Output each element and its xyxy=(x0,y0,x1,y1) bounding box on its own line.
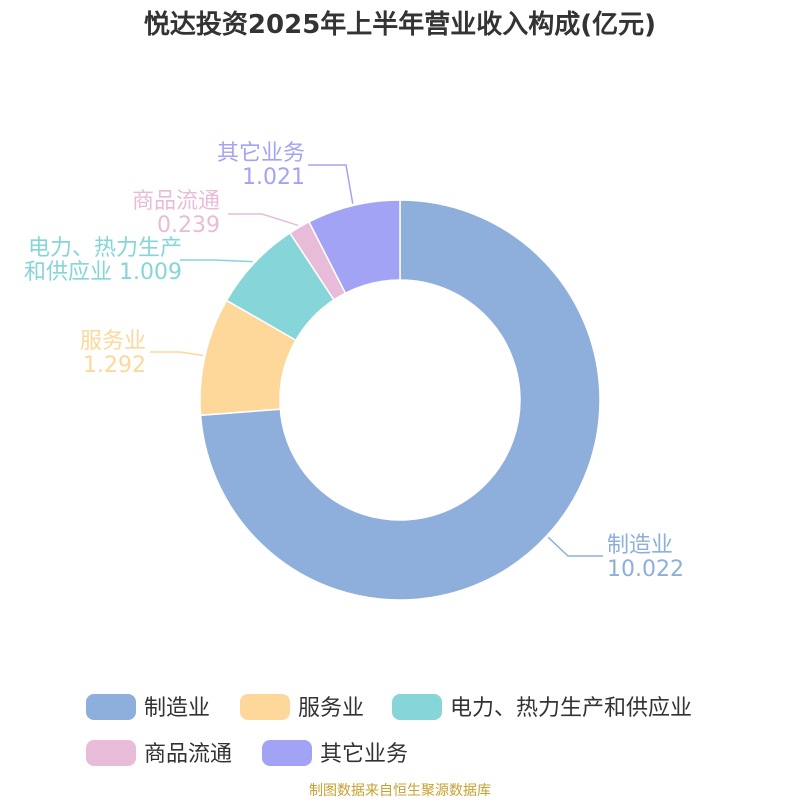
slice-label: 电力、热力生产 xyxy=(28,236,182,261)
legend-label: 其它业务 xyxy=(320,742,408,767)
legend-item[interactable]: 其它业务 xyxy=(262,740,408,767)
legend-label: 电力、热力生产和供应业 xyxy=(450,696,692,721)
leader-line xyxy=(308,164,354,204)
leader-line xyxy=(547,536,603,557)
source-note: 制图数据来自恒生聚源数据库 xyxy=(309,783,491,799)
slice-label: 和供应业 1.009 xyxy=(24,260,182,285)
legend-swatch xyxy=(86,694,136,720)
legend-item[interactable]: 电力、热力生产和供应业 xyxy=(392,694,692,721)
chart-title: 悦达投资2025年上半年营业收入构成(亿元) xyxy=(144,9,656,40)
slice-label: 制造业 xyxy=(607,533,673,558)
legend-item[interactable]: 商品流通 xyxy=(86,740,232,767)
slice-label: 1.021 xyxy=(242,165,305,190)
legend-swatch xyxy=(262,740,312,766)
slice-label: 商品流通 xyxy=(132,189,220,214)
pie-slices xyxy=(199,199,601,601)
slice-label: 1.292 xyxy=(83,353,146,378)
leader-line xyxy=(180,259,253,263)
pie-slice xyxy=(308,199,401,295)
legend-swatch xyxy=(86,740,136,766)
leader-line xyxy=(228,213,299,227)
legend-label: 商品流通 xyxy=(144,742,232,767)
slice-label: 10.022 xyxy=(607,557,684,582)
slice-label: 0.239 xyxy=(157,213,220,238)
leader-lines xyxy=(150,164,603,557)
legend-swatch xyxy=(240,694,290,720)
leader-line xyxy=(150,351,204,357)
pie-slice xyxy=(199,199,601,601)
legend-item[interactable]: 制造业 xyxy=(86,694,210,721)
legend-swatch xyxy=(392,694,442,720)
legend-label: 制造业 xyxy=(144,696,210,721)
legend-label: 服务业 xyxy=(298,696,364,721)
slice-label: 其它业务 xyxy=(217,141,305,166)
slice-label: 服务业 xyxy=(80,329,146,354)
legend-item[interactable]: 服务业 xyxy=(240,694,364,721)
